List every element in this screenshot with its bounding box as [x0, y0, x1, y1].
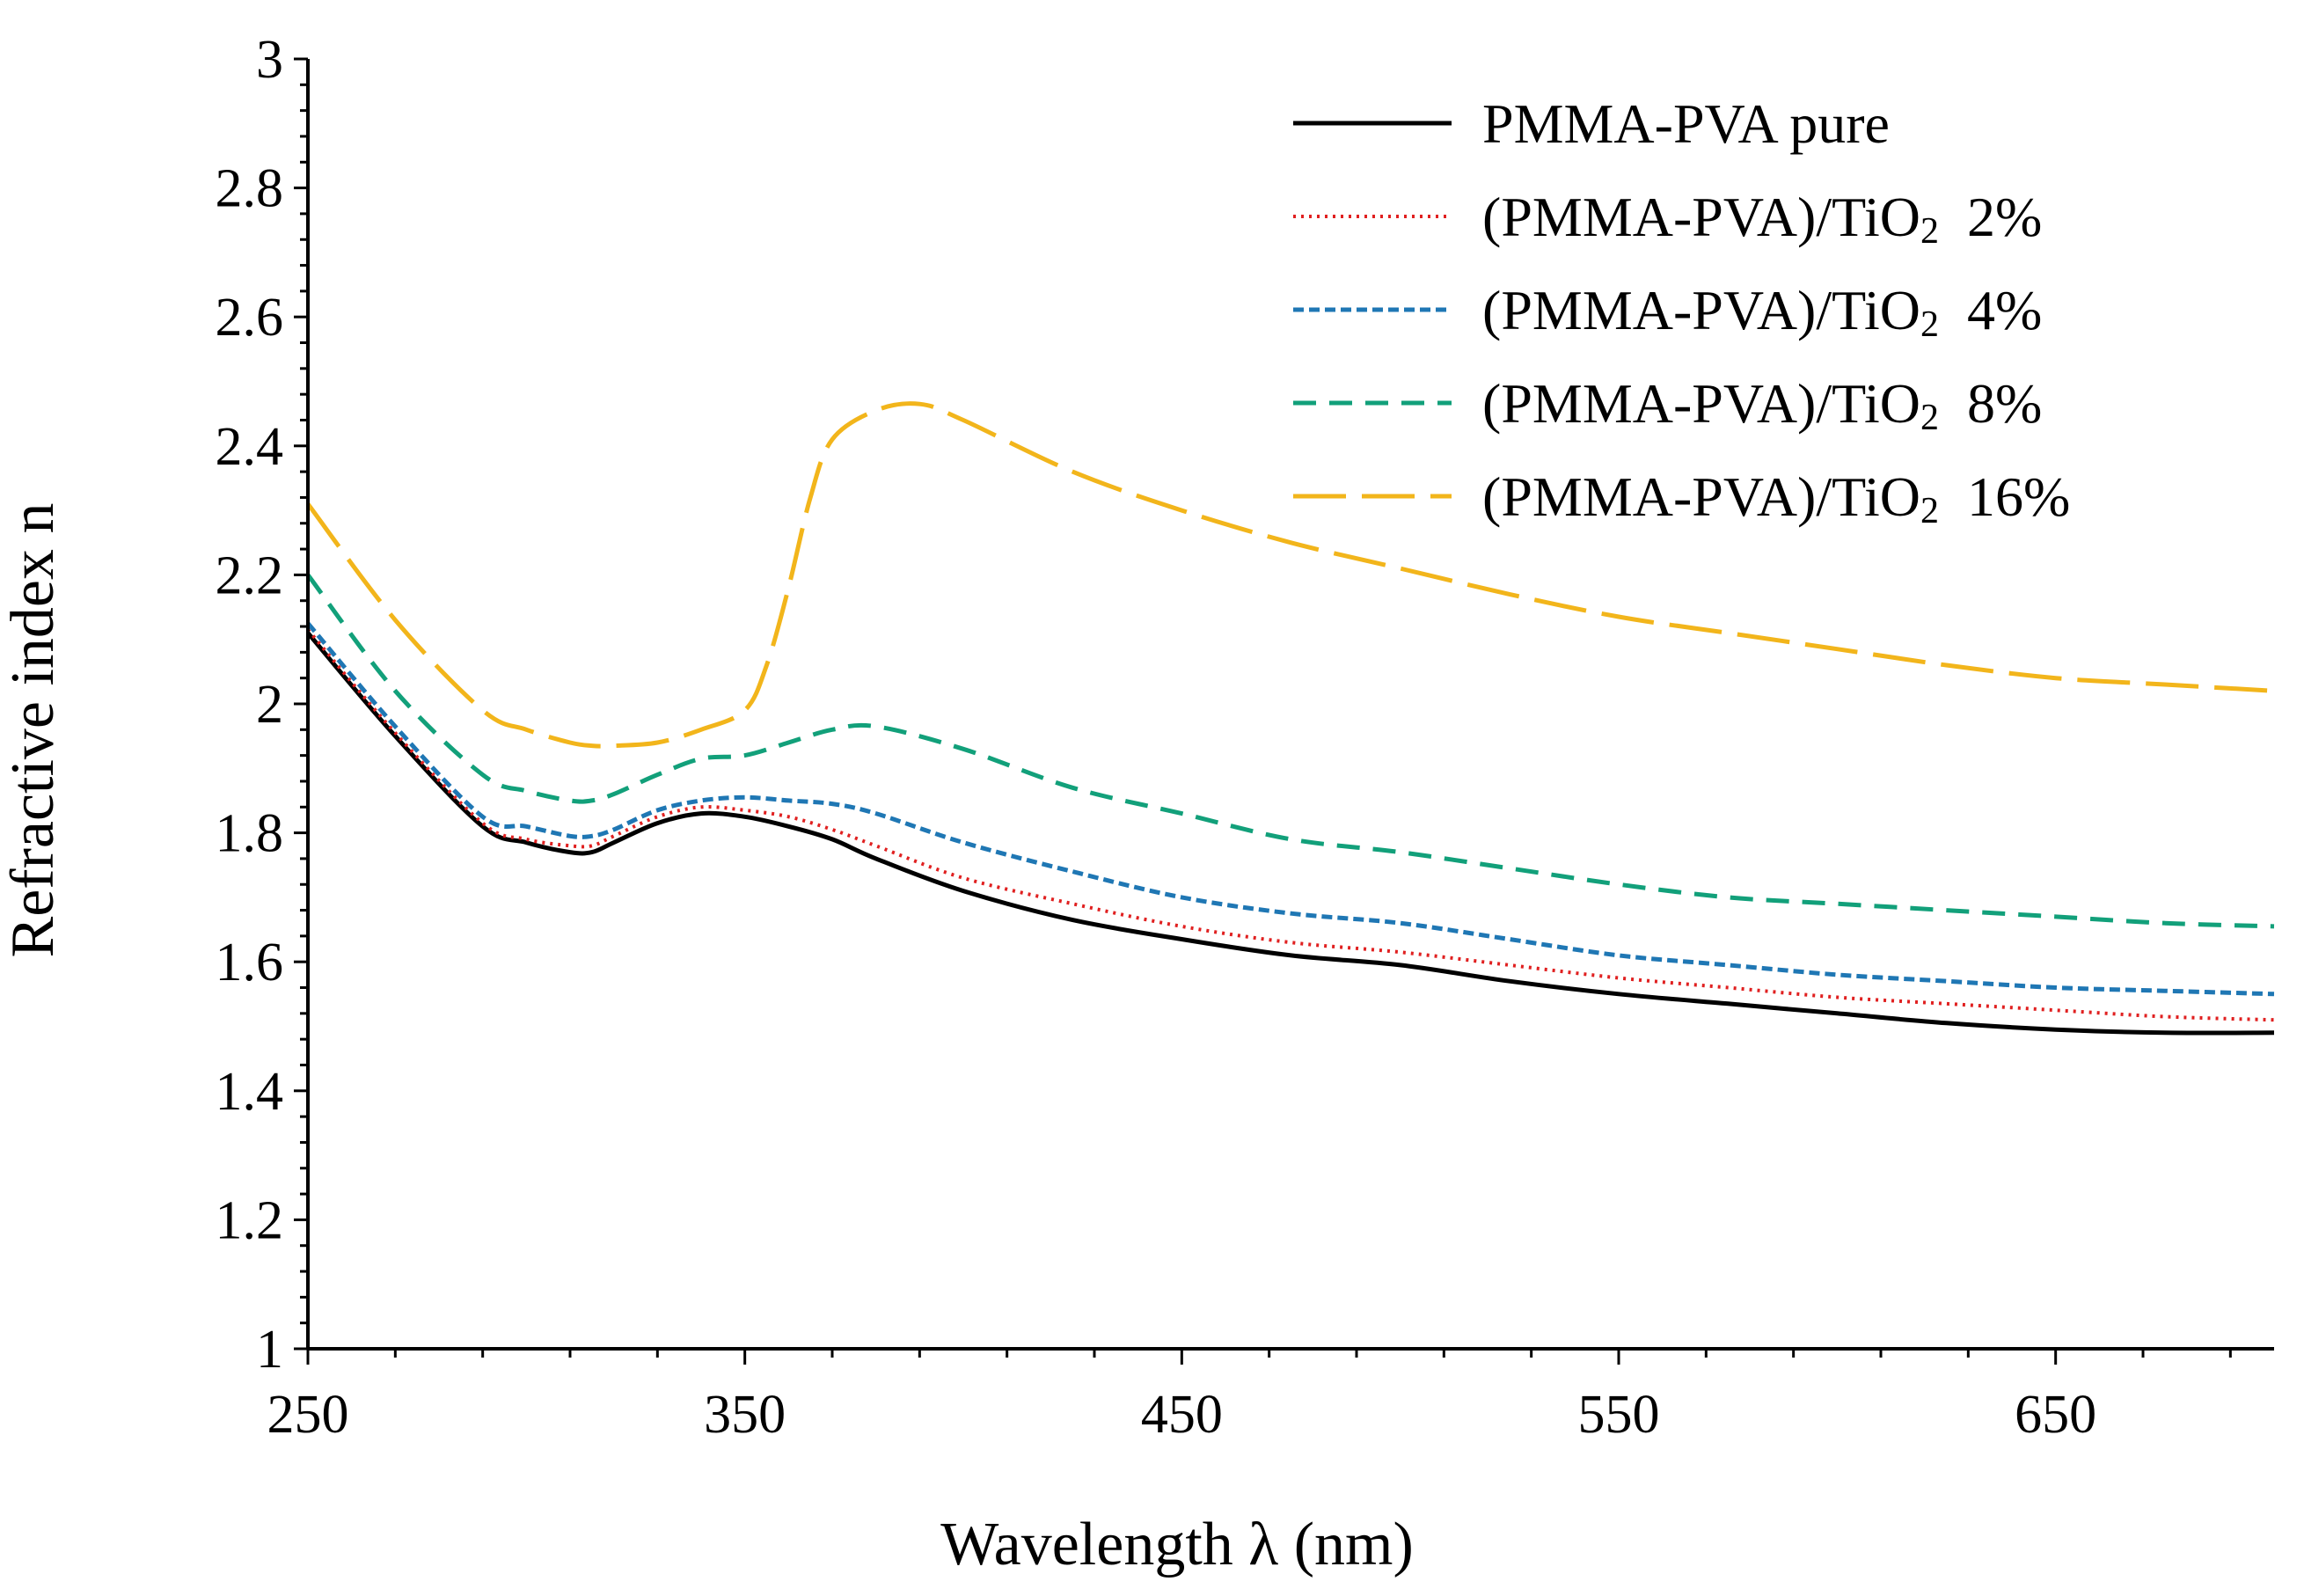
x-tick-label: 550	[1578, 1385, 1660, 1445]
series-line-4	[306, 573, 2275, 929]
x-tick-label: 250	[267, 1385, 349, 1445]
y-tick-label: 2.4	[216, 417, 284, 477]
legend-label-3: (PMMA-PVA)/TiO2 4%	[1482, 279, 2042, 345]
y-tick-label: 1	[256, 1320, 283, 1380]
x-tick-label: 350	[704, 1385, 786, 1445]
ticks-group: 1 1.2 1.4 1.6 1.8 2 2.2 2.4 2.6 2.8 3 250 350 450 550 6…	[216, 30, 2232, 1445]
legend-label-1: PMMA-PVA pure	[1482, 92, 1890, 155]
y-axis-title: Refractive index n	[0, 502, 67, 957]
x-axis-title: Wavelength λ (nm)	[940, 1511, 1414, 1578]
series-group	[306, 401, 2275, 1036]
series-line-3	[306, 621, 2275, 997]
y-tick-label: 1.8	[216, 804, 284, 864]
y-tick-label: 2	[256, 675, 283, 735]
y-tick-label: 2.2	[216, 545, 284, 605]
y-tick-label: 2.8	[216, 159, 284, 219]
y-tick-label: 2.6	[216, 288, 284, 348]
legend-label-4: (PMMA-PVA)/TiO2 8%	[1482, 372, 2042, 438]
y-tick-label: 1.6	[216, 933, 284, 992]
x-tick-label: 650	[2015, 1385, 2096, 1445]
y-tick-label: 3	[256, 30, 283, 90]
series-line-5	[306, 401, 2275, 749]
series-line-2	[306, 628, 2275, 1022]
x-tick-label: 450	[1141, 1385, 1223, 1445]
y-tick-label: 1.4	[216, 1062, 284, 1122]
legend-label-2: (PMMA-PVA)/TiO2 2%	[1482, 186, 2042, 252]
legend-label-5: (PMMA-PVA)/TiO2 16%	[1482, 465, 2070, 531]
series-line-1	[306, 631, 2275, 1036]
y-tick-label: 1.2	[216, 1190, 284, 1250]
legend: PMMA-PVA pure (PMMA-PVA)/TiO2 2% (PMMA-PVA…	[1293, 92, 2070, 531]
